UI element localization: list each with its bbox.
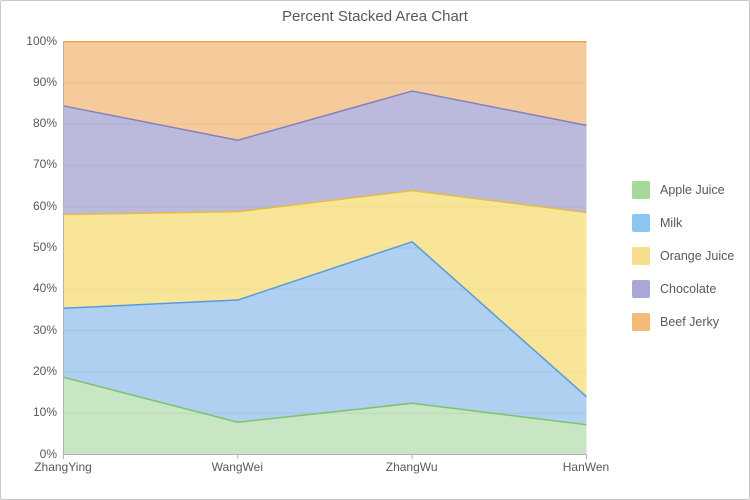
legend-item-beef-jerky[interactable]: Beef Jerky: [632, 313, 734, 331]
y-axis-label: 90%: [32, 74, 57, 89]
x-axis-label-zhangwu: ZhangWu: [385, 460, 438, 474]
legend-item-chocolate[interactable]: Chocolate: [632, 280, 734, 298]
legend-item-orange-juice[interactable]: Orange Juice: [632, 247, 734, 265]
y-axis-label: 0%: [39, 446, 57, 461]
area-line-chocolate: [63, 90, 587, 141]
plot-area: [63, 40, 588, 465]
y-axis-label: 40%: [32, 281, 57, 296]
y-axis-label: 50%: [32, 240, 57, 254]
legend-swatch-beef-jerky: [632, 313, 650, 331]
legend-label: Apple Juice: [660, 183, 725, 197]
legend-item-milk[interactable]: Milk: [632, 214, 734, 232]
legend-swatch-chocolate: [632, 280, 650, 298]
legend-label: Milk: [660, 216, 683, 230]
area-line-orange-juice: [63, 189, 587, 216]
chart-title: Percent Stacked Area Chart: [282, 8, 468, 25]
legend-label: Orange Juice: [660, 249, 735, 263]
area-beef-jerky: [63, 41, 587, 141]
area-milk: [63, 241, 587, 425]
legend-swatch-apple-juice: [632, 181, 650, 199]
legend: Apple Juice Milk Orange Juice Chocolate Beef…: [632, 181, 734, 346]
y-axis-label: 70%: [32, 157, 57, 172]
area-line-apple-juice: [63, 376, 587, 426]
stacked-area-plot: [63, 40, 587, 459]
y-axis-label: 60%: [32, 198, 57, 213]
legend-label: Chocolate: [660, 282, 717, 296]
legend-swatch-orange-juice: [632, 247, 650, 265]
y-axis-label: 100%: [26, 33, 57, 48]
area-orange-juice: [63, 190, 587, 397]
area-apple-juice: [63, 377, 587, 455]
legend-swatch-milk: [632, 214, 650, 232]
y-axis-label: 10%: [32, 405, 57, 420]
x-axis-label-zhangying: ZhangYing: [34, 460, 92, 474]
y-axis-label: 20%: [32, 363, 57, 378]
legend-label: Beef Jerky: [660, 315, 720, 329]
y-axis-label: 80%: [32, 116, 57, 131]
x-axis-label-wangwei: WangWei: [211, 460, 263, 474]
legend-item-apple-juice[interactable]: Apple Juice: [632, 181, 734, 199]
area-line-milk: [63, 241, 587, 398]
area-chocolate: [63, 91, 587, 215]
y-axis-label: 30%: [32, 322, 57, 337]
x-axis-label-hanwen: HanWen: [562, 460, 610, 474]
